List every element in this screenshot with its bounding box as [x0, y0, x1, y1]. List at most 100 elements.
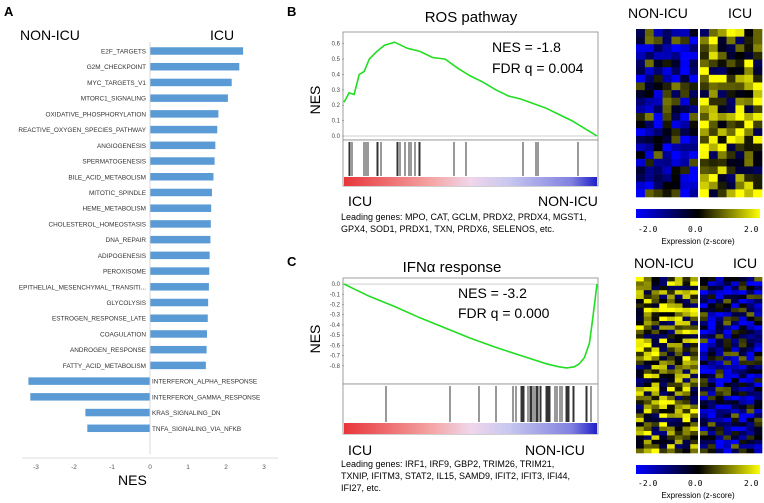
heatmap-cell: [723, 426, 732, 432]
bar-category-label: CHOLESTEROL_HOMEOSTASIS: [48, 221, 146, 228]
heatmap-cell: [636, 325, 645, 331]
heatmap-cell: [653, 158, 663, 167]
heatmap-cell: [680, 44, 690, 53]
heatmap-cell: [689, 82, 699, 91]
heatmap-cell: [651, 294, 660, 300]
heatmap-cell: [731, 277, 740, 282]
heatmap-cell: [690, 277, 699, 282]
heatmap-cell: [659, 316, 668, 322]
heatmap-cell: [667, 391, 676, 397]
heatmap-cell: [717, 82, 727, 91]
heatmap-cell: [746, 281, 755, 287]
enrichment-plot-frame: [342, 31, 599, 141]
heatmap-cell: [667, 356, 676, 361]
heatmap-cell: [636, 391, 645, 397]
heatmap-cell: [707, 365, 716, 370]
heatmap-cell: [662, 51, 672, 60]
heatmap-cell: [636, 417, 645, 423]
heatmap-cell: [744, 113, 754, 121]
heatmap-cell: [726, 128, 736, 137]
heatmap-cell: [680, 90, 690, 99]
heatmap-cell: [738, 365, 747, 370]
heatmap-cell: [690, 321, 699, 326]
heatmap-cell: [659, 422, 668, 427]
heatmap-cell: [754, 338, 763, 344]
heatmap-cell: [636, 277, 645, 282]
heatmap-cell: [682, 281, 691, 287]
heatmap-cell: [738, 426, 747, 432]
heatmap-cell: [746, 334, 755, 339]
heatmap-cell: [700, 97, 710, 106]
heatmap-cell: [651, 435, 660, 441]
heatmap-cell: [667, 343, 676, 348]
heatmap-cell: [707, 387, 716, 392]
heatmap-cell: [674, 417, 683, 423]
bar: [150, 110, 219, 118]
heatmap-cell: [671, 151, 681, 160]
heatmap-cell: [636, 404, 645, 410]
heatmap-cell: [682, 343, 691, 348]
enrichment-score-line: [343, 283, 598, 369]
heatmap-cell: [708, 143, 719, 152]
heatmap-cell: [643, 373, 652, 379]
heatmap-cell: [667, 338, 676, 344]
colorbar-tick-min: -2.0: [638, 225, 657, 234]
heatmap-cell: [717, 181, 727, 190]
heatmap-cell: [674, 360, 683, 366]
heatmap-cell: [738, 391, 747, 397]
heatmap-cell: [643, 365, 652, 370]
heatmap-cell: [754, 426, 763, 432]
heatmap-cell: [707, 277, 716, 282]
heatmap-cell: [707, 334, 716, 339]
heatmap-cell: [644, 174, 655, 183]
heatmap-cell: [653, 120, 663, 129]
bar: [150, 220, 211, 228]
heatmap-cell: [674, 387, 683, 392]
heatmap-cell: [700, 299, 709, 304]
heatmap-cell: [682, 395, 691, 401]
heatmap-cell: [700, 120, 710, 129]
heatmap-cell: [717, 158, 727, 167]
heatmap-cell: [689, 36, 699, 45]
heatmap-cell: [674, 365, 683, 370]
heatmap-cell: [682, 351, 691, 357]
heatmap-cell: [753, 59, 763, 68]
heatmap-cell: [753, 105, 763, 114]
bar: [150, 251, 210, 260]
heatmap-cell: [662, 181, 672, 190]
heatmap-cell: [659, 356, 668, 361]
heatmap-cell: [644, 59, 655, 68]
heatmap-cell: [735, 189, 745, 198]
heatmap-cell: [746, 409, 755, 414]
heatmap-cell: [753, 67, 763, 76]
heatmap-cell: [671, 67, 681, 76]
heatmap-cell: [682, 369, 691, 375]
heatmap-cell: [738, 334, 747, 339]
heatmap-cell: [717, 135, 727, 144]
heatmap-cell: [674, 277, 683, 282]
heatmap-cell: [754, 369, 763, 375]
heatmap-cell: [746, 351, 755, 357]
heatmap-cell: [738, 439, 747, 445]
x-tick-label: -2: [71, 464, 77, 471]
heatmap-cell: [723, 448, 732, 454]
heatmap-cell: [707, 417, 716, 423]
heatmap-cell: [682, 400, 691, 405]
heatmap-cell: [723, 413, 732, 419]
heatmap-cell: [667, 395, 676, 401]
heatmap-cell: [723, 409, 732, 414]
fdr-value: FDR q = 0.000: [458, 305, 550, 321]
heatmap-cell: [746, 277, 755, 282]
heatmap-cell: [674, 439, 683, 445]
heatmap-cell: [700, 417, 709, 423]
heatmap-cell: [671, 113, 681, 121]
heatmap-cell: [690, 444, 699, 449]
bar: [87, 424, 150, 433]
heatmap-cell: [708, 67, 719, 76]
heatmap-cell: [744, 36, 754, 45]
heatmap-cell: [715, 299, 724, 304]
heatmap-cell: [671, 59, 681, 68]
heatmap-cell: [689, 105, 699, 114]
heatmap-cell: [643, 431, 652, 436]
heatmap-cell: [707, 294, 716, 300]
